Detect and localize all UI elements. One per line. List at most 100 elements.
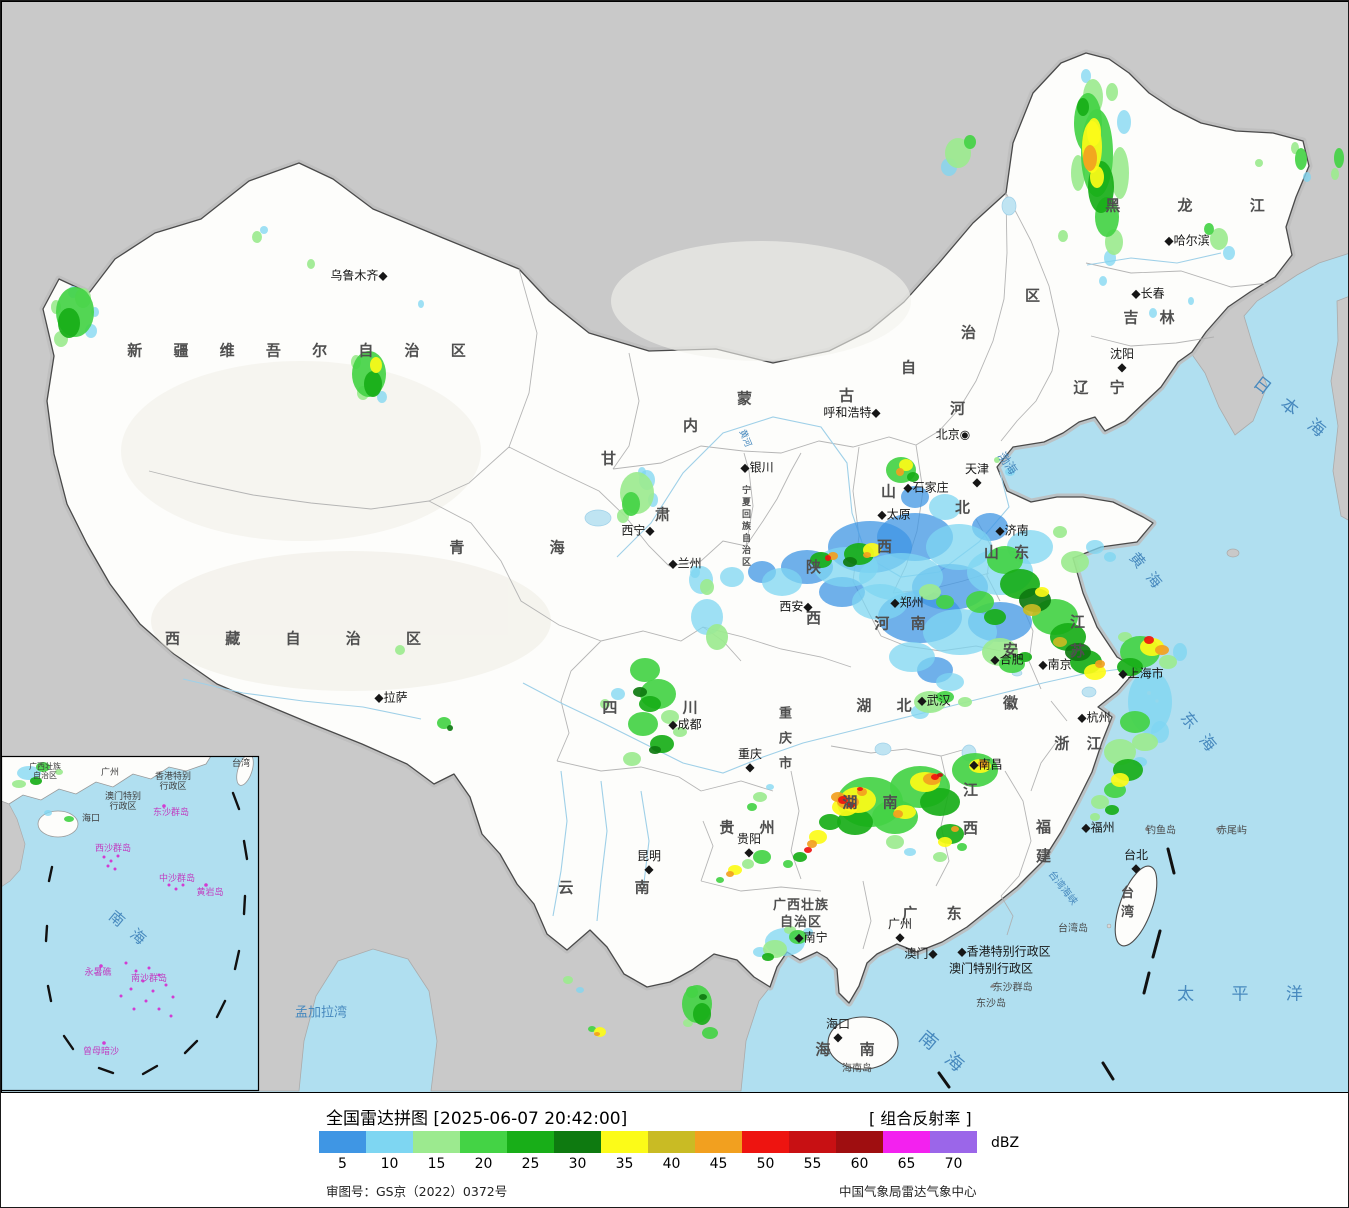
radar-echo — [1105, 805, 1119, 815]
radar-echo — [783, 860, 793, 868]
radar-echo — [1132, 733, 1158, 751]
radar-echo — [1071, 155, 1085, 191]
radar-echo — [307, 259, 315, 269]
maritime-boundary-dashes — [937, 847, 1176, 1089]
legend-color-cell — [742, 1131, 789, 1153]
radar-echo — [649, 746, 661, 754]
radar-echo — [747, 803, 757, 811]
inset-vietnam — [1, 800, 26, 888]
radar-echo — [984, 609, 1006, 625]
radar-echo — [825, 555, 831, 561]
legend-color-cell — [601, 1131, 648, 1153]
radar-echo — [588, 1026, 596, 1032]
radar-echo — [904, 848, 916, 856]
radar-echo — [702, 1027, 718, 1039]
radar-echo — [936, 691, 954, 703]
legend-scale-value: 65 — [897, 1156, 916, 1172]
radar-echo — [919, 584, 941, 600]
radar-echo — [863, 552, 871, 558]
legend-color-cell — [789, 1131, 836, 1153]
radar-echo — [700, 579, 714, 595]
radar-echo — [951, 826, 959, 832]
radar-echo — [847, 802, 855, 808]
radar-echo — [762, 953, 774, 961]
south-china-sea-inset — [1, 756, 259, 1091]
radar-echo — [36, 762, 50, 772]
radar-echo — [673, 727, 687, 737]
penghu-islands — [1106, 923, 1112, 929]
legend-color-cell — [366, 1131, 413, 1153]
radar-echo — [1295, 148, 1307, 170]
radar-echo — [1120, 711, 1150, 733]
radar-echo — [395, 645, 405, 655]
radar-echo — [1173, 643, 1187, 661]
radar-echo — [893, 810, 903, 818]
radar-echo — [807, 840, 817, 848]
inset-taiwan — [236, 756, 254, 786]
radar-echo — [966, 591, 994, 613]
radar-echo — [55, 769, 63, 775]
radar-echo — [1104, 552, 1116, 562]
approval-number: 审图号：GS京（2022）0372号 — [326, 1184, 508, 1199]
china-radar-map: 黑 龙 江吉 林辽 宁新 疆 维 吾 尔 自 治 区内蒙古自治区河北山西山 东河… — [1, 1, 1348, 1093]
radar-echo — [1058, 230, 1068, 242]
map-frame — [1, 1, 1348, 1093]
lakes — [584, 196, 1097, 762]
radar-echo — [447, 725, 453, 731]
radar-echo — [1087, 118, 1101, 146]
radar-echo — [889, 642, 935, 672]
radar-echo — [563, 976, 573, 984]
radar-echo — [957, 843, 967, 851]
radar-echo — [706, 624, 728, 650]
legend-scale-value: 5 — [338, 1156, 347, 1172]
radar-echo — [17, 766, 41, 780]
taiwan-island — [1114, 865, 1158, 947]
legend-color-cell — [930, 1131, 977, 1153]
radar-echo — [1334, 148, 1344, 168]
radar-echo — [999, 655, 1025, 673]
radar-echo — [838, 796, 848, 804]
legend-color-cell — [554, 1131, 601, 1153]
radar-echo — [766, 784, 774, 790]
radar-echo — [594, 1032, 600, 1036]
radar-echo — [753, 792, 767, 802]
radar-echo — [686, 986, 698, 998]
legend-scale-value: 25 — [521, 1156, 540, 1172]
radar-echo — [1053, 526, 1067, 538]
radar-echo — [693, 1003, 711, 1025]
radar-echo — [1084, 664, 1106, 680]
legend-scale-value: 30 — [568, 1156, 587, 1172]
radar-echo — [628, 712, 658, 736]
legend-unit-label: dBZ — [991, 1135, 1020, 1151]
diaoyu-island-dot — [1145, 827, 1149, 831]
radar-echo — [907, 472, 919, 482]
inset-radar-echo-layer — [12, 762, 74, 822]
radar-echo — [804, 847, 812, 853]
radar-echo — [978, 760, 988, 768]
radar-echo — [1331, 168, 1339, 180]
product-label: [ 组合反射率 ] — [869, 1109, 972, 1128]
radar-echo — [1083, 145, 1097, 171]
radar-echo — [1210, 228, 1228, 250]
map-canvas — [1, 1, 1348, 1093]
radar-echo — [886, 835, 904, 849]
radar-echo — [12, 780, 26, 788]
inset-mainland — [1, 756, 212, 805]
radar-echo — [58, 308, 80, 338]
radar-echo — [1018, 652, 1032, 662]
radar-echo — [843, 557, 857, 567]
radar-echo — [364, 371, 382, 397]
radar-echo — [1255, 159, 1263, 167]
legend-scale-value: 70 — [944, 1156, 963, 1172]
radar-echo — [1104, 739, 1136, 765]
radar-echo — [994, 457, 1000, 463]
legend-scale-value: 60 — [850, 1156, 869, 1172]
radar-echo — [937, 773, 943, 777]
radar-echo — [762, 568, 802, 596]
radar-echo — [901, 486, 929, 508]
radar-echo — [1117, 658, 1143, 676]
radar-echo — [819, 814, 841, 830]
radar-echo — [576, 987, 584, 993]
legend-scale — [319, 1131, 977, 1153]
